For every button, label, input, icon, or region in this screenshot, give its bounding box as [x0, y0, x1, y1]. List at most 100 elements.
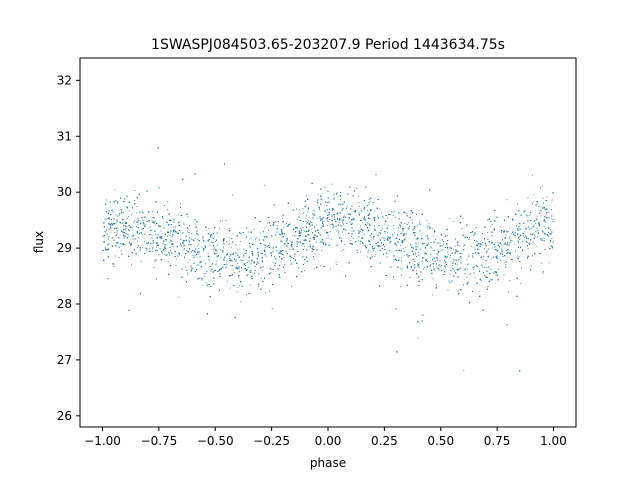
data-point: [433, 266, 434, 268]
data-point: [368, 249, 369, 251]
data-point: [369, 208, 371, 210]
data-point: [141, 228, 143, 230]
data-point: [337, 212, 339, 214]
data-point: [356, 187, 357, 189]
data-point: [528, 243, 530, 244]
data-point: [456, 263, 458, 265]
data-point: [329, 231, 331, 232]
data-point: [257, 254, 259, 256]
data-point: [493, 256, 494, 258]
data-point: [123, 232, 125, 234]
data-point: [155, 246, 157, 248]
data-point: [482, 266, 484, 268]
data-point: [206, 270, 208, 272]
data-point: [239, 241, 241, 242]
data-point: [341, 241, 343, 243]
data-point: [500, 231, 502, 233]
data-point: [497, 261, 498, 263]
data-point: [336, 264, 338, 265]
data-point: [525, 241, 527, 242]
data-point: [156, 242, 158, 243]
data-point: [140, 260, 142, 262]
data-point: [454, 245, 456, 247]
data-point: [488, 255, 490, 257]
data-point: [222, 266, 224, 268]
data-point: [428, 243, 429, 245]
data-point: [215, 253, 217, 255]
data-point: [373, 249, 375, 251]
data-point: [223, 241, 224, 243]
data-point: [280, 261, 282, 263]
data-point: [472, 256, 474, 258]
data-point: [105, 231, 107, 233]
data-point: [460, 261, 462, 263]
data-point: [129, 230, 130, 232]
data-point: [441, 265, 443, 266]
data-point: [182, 245, 184, 247]
data-point: [226, 263, 228, 265]
data-point: [308, 217, 310, 218]
data-point: [421, 260, 423, 262]
data-point: [551, 238, 553, 239]
data-point: [264, 292, 266, 294]
data-point: [164, 254, 166, 255]
data-point: [137, 222, 139, 223]
data-point: [540, 215, 542, 217]
data-point: [538, 225, 540, 227]
data-point: [400, 225, 401, 227]
data-point: [320, 265, 321, 267]
data-point: [551, 217, 553, 219]
data-point: [361, 231, 363, 233]
data-point: [213, 248, 215, 250]
data-point: [466, 259, 468, 261]
data-point: [437, 252, 439, 254]
data-point: [526, 215, 528, 217]
data-point: [324, 186, 326, 188]
data-point: [532, 201, 534, 203]
data-point: [108, 218, 110, 220]
data-point: [286, 223, 287, 224]
data-point: [339, 219, 341, 221]
data-point: [165, 255, 167, 256]
data-point: [231, 247, 233, 249]
data-point: [447, 251, 449, 253]
data-point: [509, 253, 511, 255]
data-point: [208, 259, 210, 261]
data-point: [244, 253, 246, 254]
data-point: [245, 263, 247, 265]
data-point: [386, 256, 388, 258]
data-point: [321, 249, 323, 251]
data-point: [371, 209, 373, 211]
data-point: [161, 251, 162, 253]
data-point: [152, 247, 154, 248]
data-point: [542, 197, 544, 199]
data-point: [190, 238, 192, 240]
data-point: [143, 241, 145, 243]
data-point: [193, 256, 195, 258]
data-point: [492, 224, 494, 226]
data-point: [249, 284, 251, 286]
data-point: [387, 232, 389, 234]
data-point: [234, 272, 236, 273]
data-point: [289, 259, 291, 261]
data-point: [223, 243, 225, 245]
data-point: [415, 270, 417, 271]
data-point: [289, 240, 291, 242]
data-point: [373, 217, 375, 219]
data-point: [161, 233, 163, 235]
data-point: [484, 248, 485, 250]
data-point: [418, 252, 419, 253]
data-point: [183, 244, 185, 246]
data-point: [257, 285, 259, 287]
data-point: [208, 228, 209, 230]
data-point: [205, 282, 207, 284]
data-point: [314, 253, 316, 254]
data-point: [143, 216, 145, 218]
data-point: [414, 260, 416, 262]
data-point: [427, 225, 429, 227]
data-point: [196, 229, 198, 231]
data-point: [344, 229, 346, 230]
data-point: [478, 248, 480, 250]
data-point: [359, 231, 361, 233]
data-point: [540, 262, 542, 264]
